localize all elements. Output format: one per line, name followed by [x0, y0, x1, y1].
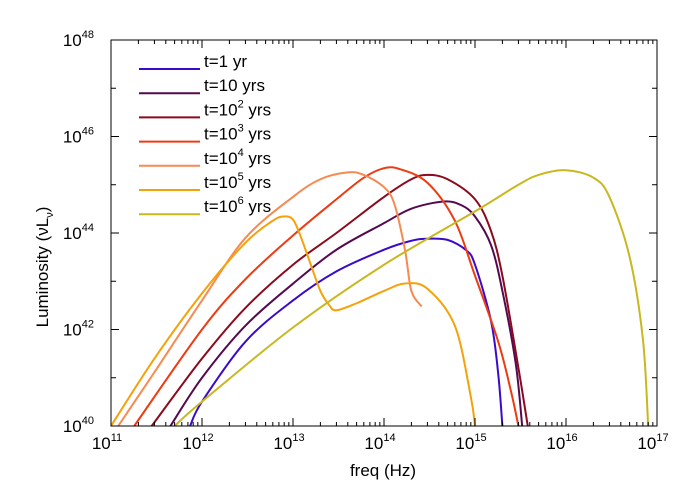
x-tick-label: 1014 [364, 432, 395, 453]
legend-label-7: t=106 yrs [204, 195, 271, 216]
x-tick-label: 1011 [92, 432, 122, 453]
legend-label-5: t=104 yrs [204, 147, 271, 168]
y-axis-title-close: ) [33, 207, 52, 213]
y-tick-label: 1044 [63, 222, 94, 243]
x-axis-title: freq (Hz) [350, 461, 416, 480]
series-layer [111, 166, 650, 426]
legend: t=1 yr t=10 yrs t=102 yrs t=103 yrs t=104 yr… [139, 52, 271, 216]
y-tick-label: 1042 [63, 319, 94, 340]
x-tick-label: 1016 [546, 432, 577, 453]
series-line-4 [133, 166, 520, 426]
y-axis-title-main: Luminosity (νL [33, 218, 52, 328]
series-line-2 [169, 200, 524, 426]
legend-label-3: t=102 yrs [204, 98, 271, 119]
y-tick-label: 1046 [63, 126, 94, 147]
series-line-6 [111, 215, 476, 426]
x-tick-label: 1015 [455, 432, 486, 453]
series-line-1 [189, 237, 504, 426]
series-line-5 [117, 171, 423, 426]
legend-label-1: t=1 yr [204, 52, 247, 71]
x-tick-labels: 1011 1012 1013 1014 1015 1016 1017 [92, 432, 669, 453]
legend-label-6: t=105 yrs [204, 171, 271, 192]
legend-label-2: t=10 yrs [204, 76, 265, 95]
y-axis-title: Luminosity (νLν) [33, 207, 56, 328]
y-axis-title-sub: ν [44, 212, 56, 218]
y-tick-labels: 1040 1042 1044 1046 1048 [63, 29, 94, 436]
legend-label-4: t=103 yrs [204, 123, 271, 144]
x-tick-label: 1013 [273, 432, 304, 453]
series-line-7 [173, 169, 650, 426]
x-tick-label: 1012 [182, 432, 213, 453]
x-tick-label: 1017 [637, 432, 668, 453]
axis-ticks [110, 39, 658, 427]
y-tick-label: 1040 [63, 415, 94, 436]
y-tick-label: 1048 [63, 29, 94, 50]
plot-frame [110, 39, 658, 427]
